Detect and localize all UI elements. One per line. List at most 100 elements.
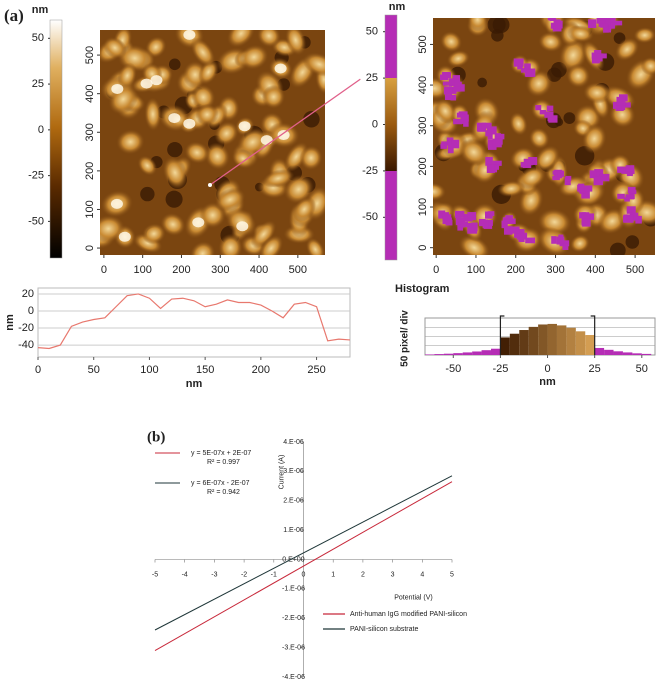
x-tick-label: 3 (391, 571, 395, 578)
mask-patch (603, 19, 611, 27)
colorbar (384, 14, 398, 261)
data-line (154, 475, 453, 631)
histogram-bar (443, 353, 454, 355)
mask-patch (501, 220, 508, 229)
mask-patch (520, 162, 529, 168)
grain (162, 156, 188, 190)
y-tick-label: -20 (18, 322, 34, 334)
y-tick-label: 0.E+00 (282, 556, 304, 563)
mask-patch (467, 225, 478, 234)
grain (299, 145, 323, 171)
grain (558, 38, 588, 73)
y-tick-label: 3.E-06 (283, 468, 304, 475)
histogram-bar (575, 331, 586, 355)
grain (195, 103, 219, 126)
mask-patch (623, 102, 631, 108)
afm-image (433, 18, 655, 255)
grain (226, 30, 256, 48)
colorbar-tick-label: 0 (38, 124, 44, 136)
grain (218, 233, 243, 255)
mask-patch (594, 171, 601, 180)
x-tick-label: 100 (133, 264, 151, 276)
equation: y = 6E-07x - 2E-07 (191, 480, 250, 487)
threshold-marker (590, 315, 596, 355)
afm-image (100, 30, 325, 255)
mask-patch (593, 176, 603, 186)
mask-patch (463, 119, 469, 127)
mask-patch (492, 138, 502, 148)
mask-patch (600, 23, 608, 28)
histogram-bar (622, 352, 633, 355)
mask-patch (562, 243, 569, 250)
highlight (111, 83, 124, 94)
grain (497, 180, 526, 197)
highlight (260, 135, 273, 146)
mask-patch (447, 140, 457, 146)
mask-patch (589, 170, 597, 179)
x-tick-label: 0 (101, 264, 107, 276)
highlight (168, 113, 181, 124)
mask-patch (624, 197, 630, 202)
grain (100, 214, 126, 243)
grain (633, 26, 655, 44)
grain (239, 44, 269, 70)
mask-patch (486, 164, 495, 173)
mask-patch (559, 240, 570, 247)
colorbar-tick-label: 50 (32, 32, 44, 44)
y-tick-label: 200 (84, 162, 96, 180)
histogram-bar (528, 326, 539, 355)
x-tick-label: 500 (626, 264, 644, 276)
mask-patch (626, 206, 636, 214)
histogram-bar (472, 351, 482, 355)
mask-patch (549, 18, 557, 22)
y-tick-label: 400 (84, 84, 96, 102)
equation: y = 5E-07x + 2E-07 (191, 450, 251, 457)
x-tick-label: -25 (492, 363, 508, 375)
grain (446, 50, 470, 68)
mask-patch (458, 111, 468, 117)
y-tick-label: 0 (417, 245, 429, 251)
histogram-bar (556, 325, 567, 355)
mask-patch (442, 215, 450, 225)
x-tick-label: 400 (586, 264, 604, 276)
mask-patch (559, 236, 565, 244)
dark-pit (563, 112, 576, 124)
y-tick-label: 0 (84, 245, 96, 251)
mask-patch (440, 143, 448, 149)
mask-patch (544, 111, 554, 118)
mask-patch (552, 175, 560, 181)
mask-patch (582, 218, 591, 227)
x-tick-label: 4 (420, 571, 424, 578)
mask-patch (629, 212, 639, 221)
threshold-marker (499, 315, 505, 355)
highlight (140, 78, 153, 89)
x-tick-label: 200 (507, 264, 525, 276)
x-tick-label: 25 (589, 363, 601, 375)
panel-label: (a) (4, 6, 24, 25)
mask-patch (625, 194, 635, 200)
colorbar-label: nm (32, 4, 49, 16)
mask-patch (467, 212, 477, 221)
x-tick-label: -4 (182, 571, 188, 578)
grain (581, 123, 607, 154)
highlight (192, 217, 205, 228)
histogram-bar (509, 333, 520, 355)
x-tick-label: 0 (35, 364, 41, 376)
x-tick-label: 150 (196, 364, 214, 376)
grain (433, 182, 447, 201)
grain (250, 220, 277, 249)
histogram-bar (538, 324, 548, 355)
mask-patch (487, 211, 495, 217)
y-tick-label: 4.E-06 (283, 439, 304, 446)
mask-patch (600, 18, 606, 19)
x-tick-label: 200 (172, 264, 190, 276)
mask-patch (505, 215, 513, 222)
grain (458, 234, 491, 255)
mask-patch (477, 124, 486, 132)
x-tick-label: 50 (88, 364, 100, 376)
mask-patch (441, 141, 450, 146)
grain (467, 18, 488, 32)
histogram-bar (490, 348, 501, 355)
y-tick-label: 2.E-06 (283, 498, 304, 505)
mask-patch (457, 224, 464, 231)
